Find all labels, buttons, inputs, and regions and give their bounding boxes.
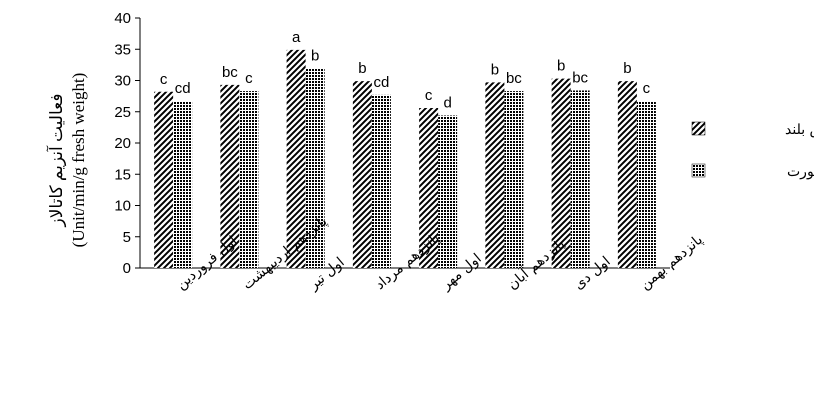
bar-data-label: c — [425, 87, 433, 104]
bar-series-1 — [220, 84, 240, 268]
bar-series-2 — [438, 115, 458, 268]
bar-data-label: c — [643, 80, 651, 97]
bar-series-1 — [419, 108, 439, 268]
y-tick-label: 30 — [114, 73, 131, 90]
bar-data-label: b — [491, 61, 499, 78]
y-tick-label: 40 — [114, 10, 131, 27]
legend-label-series-1: چمانواش بلند — [785, 122, 814, 138]
bar-data-label: bc — [222, 64, 238, 81]
bar-series-1 — [551, 78, 571, 268]
bar-data-label: b — [358, 60, 366, 77]
bar-series-2 — [636, 101, 656, 268]
legend: چمانواش بلند چمن اسپورت — [691, 121, 814, 180]
bar-data-label: b — [311, 48, 319, 65]
y-tick-label: 5 — [123, 229, 131, 246]
y-tick-label: 20 — [114, 135, 131, 152]
bar-data-label: bc — [572, 70, 588, 87]
bar-series-2 — [504, 91, 524, 268]
legend-swatch-series-2 — [691, 163, 706, 178]
bar-data-label: b — [623, 60, 631, 77]
bar-series-1 — [352, 81, 372, 268]
y-tick-label: 35 — [114, 41, 131, 58]
bar-series-2 — [239, 91, 259, 268]
y-axis-title: فعالیت آنزیم کاتالاز (Unit/min/g fresh w… — [45, 73, 88, 248]
bar-data-label: c — [245, 70, 253, 87]
bar-series-1 — [485, 82, 505, 268]
bar-series-1 — [617, 81, 637, 268]
y-tick-label: 15 — [114, 166, 131, 183]
y-axis-title-line1: فعالیت آنزیم کاتالاز — [45, 94, 67, 228]
bar-series-2 — [305, 68, 325, 268]
bar-series-1 — [286, 49, 306, 268]
y-axis-ticks: 0 5 10 15 20 25 30 35 40 — [114, 10, 140, 277]
bar-series-1 — [154, 91, 174, 268]
bar-data-label: bc — [506, 70, 522, 87]
legend-label-series-2: چمن اسپورت — [787, 164, 814, 180]
bar-data-label: a — [292, 29, 301, 46]
bar-series-2 — [173, 101, 193, 268]
y-tick-label: 0 — [123, 260, 131, 277]
bar-series-2 — [371, 94, 391, 268]
bar-data-label: cd — [373, 74, 389, 91]
bar-data-label: d — [443, 95, 451, 112]
legend-swatch-series-1 — [691, 121, 706, 136]
bar-data-label: c — [160, 71, 168, 88]
bar-data-label: b — [557, 58, 565, 75]
y-axis-title-line2: (Unit/min/g fresh weight) — [69, 73, 88, 248]
y-tick-label: 10 — [114, 198, 131, 215]
bar-data-label: cd — [175, 80, 191, 97]
y-tick-label: 25 — [114, 104, 131, 121]
bar-series-2 — [570, 90, 590, 268]
